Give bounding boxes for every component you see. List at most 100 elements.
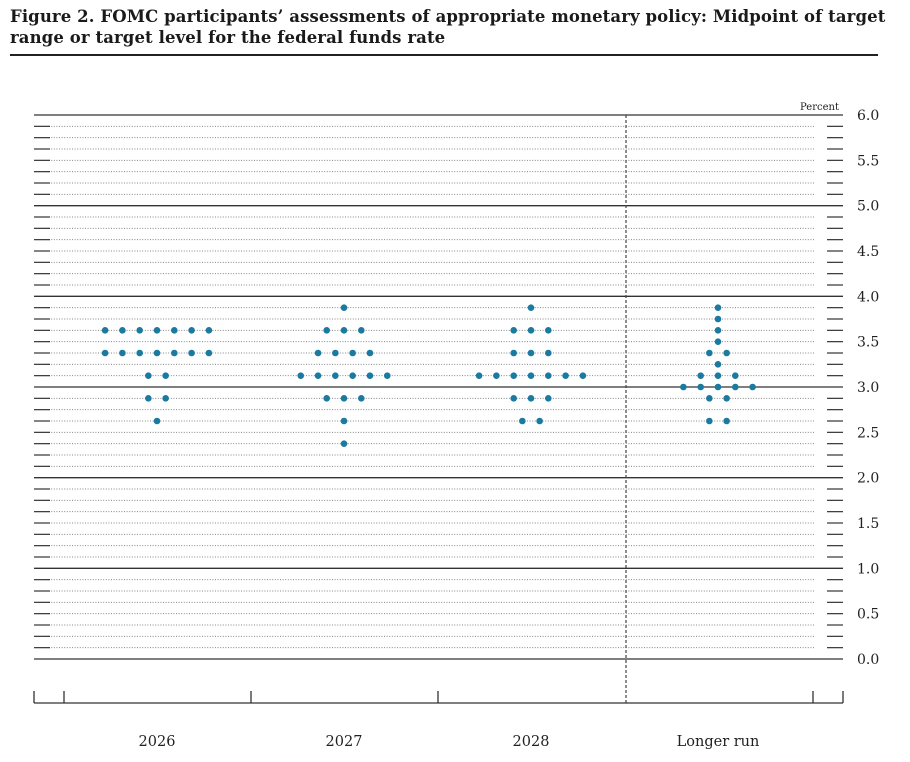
dot	[136, 349, 143, 357]
dot	[732, 372, 739, 379]
dot	[493, 372, 500, 379]
dot	[162, 372, 169, 379]
dot	[145, 395, 152, 402]
dot	[723, 349, 730, 357]
dot	[153, 349, 161, 357]
figure-title: Figure 2. FOMC participants’ assessments…	[10, 7, 886, 47]
dot	[475, 372, 483, 379]
dot	[340, 395, 348, 402]
dot	[510, 327, 517, 334]
dot	[366, 349, 374, 357]
dot	[153, 417, 161, 425]
dot	[101, 327, 109, 334]
dot	[723, 395, 730, 402]
dot	[510, 372, 517, 379]
y-tick-label: 4.5	[857, 244, 879, 260]
dot	[171, 327, 178, 334]
dot	[340, 304, 348, 311]
dot	[358, 327, 365, 334]
dot	[732, 383, 739, 391]
y-axis-label: Percent	[800, 102, 839, 113]
y-tick-label: 4.0	[857, 289, 879, 305]
dot	[314, 372, 322, 379]
dot	[340, 440, 348, 447]
dot	[714, 361, 722, 368]
dot	[714, 372, 722, 379]
dot	[332, 372, 339, 379]
dot	[527, 327, 535, 334]
dot	[188, 327, 195, 334]
dot	[749, 383, 756, 391]
dot	[545, 349, 552, 357]
category-labels: 2026 2027 2028 Longer run	[139, 734, 760, 750]
dot	[579, 372, 587, 379]
dot	[706, 417, 713, 425]
dot	[349, 372, 356, 379]
dot	[714, 315, 722, 323]
dot	[714, 304, 722, 311]
dot	[510, 349, 517, 357]
dot	[340, 417, 348, 425]
dot	[527, 395, 535, 402]
y-tick-label: 3.0	[857, 380, 879, 396]
dot	[510, 395, 517, 402]
dot	[697, 372, 704, 379]
dot	[723, 417, 730, 425]
dot	[714, 327, 722, 334]
dot	[545, 395, 552, 402]
dot	[205, 349, 213, 357]
dot	[562, 372, 569, 379]
dot	[314, 349, 322, 357]
category-label: 2026	[139, 734, 176, 750]
dot	[366, 372, 374, 379]
dot	[545, 372, 552, 379]
y-tick-label: 3.5	[857, 335, 879, 351]
dot	[101, 349, 109, 357]
dot	[323, 395, 331, 402]
title-rule	[10, 54, 878, 56]
y-tick-label: 2.5	[857, 425, 879, 441]
dot	[714, 383, 722, 391]
y-tick-label: 1.5	[857, 516, 879, 532]
dot	[340, 327, 348, 334]
dot	[706, 395, 713, 402]
y-tick-label: 5.0	[857, 199, 879, 215]
category-label: 2027	[326, 734, 363, 750]
dot	[162, 395, 169, 402]
dots-layer	[101, 304, 756, 447]
dot	[171, 349, 178, 357]
chart-frame	[33, 115, 844, 704]
dot	[136, 327, 143, 334]
gridlines	[34, 114, 843, 660]
dot	[527, 372, 535, 379]
y-tick-label: 0.0	[857, 652, 879, 668]
dot	[680, 383, 687, 391]
dot	[358, 395, 365, 402]
y-tick-label: 2.0	[857, 471, 879, 487]
dot	[527, 304, 535, 311]
y-tick-label: 1.0	[857, 561, 879, 577]
dot	[188, 349, 195, 357]
dot	[119, 327, 126, 334]
dot	[349, 349, 356, 357]
dot	[714, 338, 722, 345]
dot	[706, 349, 713, 357]
category-label: 2028	[513, 734, 550, 750]
y-tick-label: 6.0	[857, 108, 879, 124]
dot	[119, 349, 126, 357]
y-tick-labels: 0.0 0.5 1.0 1.5 2.0 2.5 3.0 3.5 4.0 4.5 5.0 5.5 6.0	[857, 108, 879, 668]
dot	[545, 327, 552, 334]
dot	[519, 417, 526, 425]
dot	[297, 372, 305, 379]
dot	[332, 349, 339, 357]
dot	[153, 327, 161, 334]
y-tick-label: 5.5	[857, 153, 879, 169]
y-tick-label: 0.5	[857, 607, 879, 623]
dot	[205, 327, 213, 334]
category-label: Longer run	[677, 734, 760, 750]
dot	[536, 417, 543, 425]
dot	[383, 372, 391, 379]
dot	[527, 349, 535, 357]
dot	[697, 383, 704, 391]
